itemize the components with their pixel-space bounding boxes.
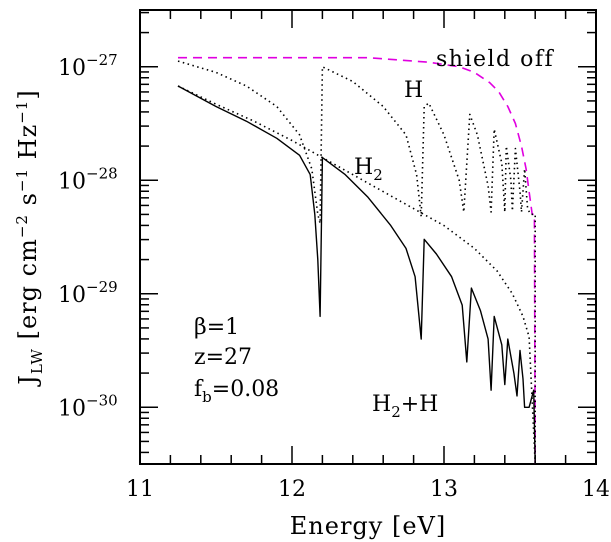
y-tick-label: 10−27: [58, 51, 118, 81]
x-tick-label: 12: [278, 477, 306, 502]
annotation-h2-base: H: [354, 155, 373, 180]
y-axis-title-s: s: [14, 192, 42, 214]
y-axis-title-j: J: [14, 374, 42, 388]
annotation-h2: H2: [354, 155, 383, 184]
x-axis-title: Energy [eV]: [290, 512, 446, 540]
annotation-z: z=27: [194, 345, 252, 370]
annotation-h2h-sub: 2: [391, 403, 401, 421]
annotation-beta: β=1: [194, 315, 239, 340]
annotation-fb-base: f: [194, 377, 204, 402]
x-tick-label: 13: [430, 477, 458, 502]
y-tick-base: 10: [58, 169, 86, 194]
x-tick-label: 14: [582, 477, 610, 502]
y-tick-base: 10: [58, 283, 86, 308]
y-tick-base: 10: [58, 56, 86, 81]
y-axis-title-exp2: −1: [13, 168, 31, 192]
y-tick-base: 10: [58, 396, 86, 421]
y-axis-title-units: [erg cm: [14, 238, 42, 348]
y-axis-title-close: ]: [14, 89, 42, 99]
plot-frame: [139, 9, 597, 465]
annotation-shield-off: shield off: [436, 47, 555, 72]
y-tick-exponent: −29: [86, 278, 118, 296]
y-axis-title-exp3: −1: [13, 100, 31, 124]
axis-ticks: [139, 10, 597, 464]
annotation-h2h-base: H: [372, 392, 391, 417]
series-line-h: [177, 60, 536, 464]
annotation-fb-tail: =0.08: [212, 377, 279, 402]
y-tick-exponent: −30: [86, 391, 118, 409]
annotation-fb-sub: b: [202, 388, 212, 406]
annotation-h2-sub: 2: [373, 166, 383, 184]
annotation-h: H: [404, 78, 423, 103]
y-axis-title-hz: Hz: [14, 124, 42, 168]
y-tick-label: 10−30: [58, 391, 118, 421]
series-layer: [177, 56, 536, 465]
y-axis-title: JLW [erg cm−2 s−1 Hz−1]: [13, 89, 46, 387]
y-tick-exponent: −27: [86, 51, 118, 69]
y-axis-title-exp1: −2: [13, 214, 31, 238]
annotation-fb: fb=0.08: [194, 377, 279, 406]
annotation-h2h: H2+H: [372, 392, 438, 421]
y-tick-label: 10−28: [58, 164, 118, 194]
series-line-shield-off: [178, 56, 536, 465]
x-tick-labels: 11 12 13 14: [126, 477, 610, 502]
y-axis-title-sub: LW: [28, 348, 46, 374]
x-tick-label: 11: [126, 477, 154, 502]
series-line-h-2-h: [177, 85, 536, 465]
y-tick-label: 10−29: [58, 278, 118, 308]
y-tick-exponent: −28: [86, 164, 118, 182]
annotation-h2h-tail: +H: [401, 392, 439, 417]
series-line-h-2: [177, 85, 536, 465]
